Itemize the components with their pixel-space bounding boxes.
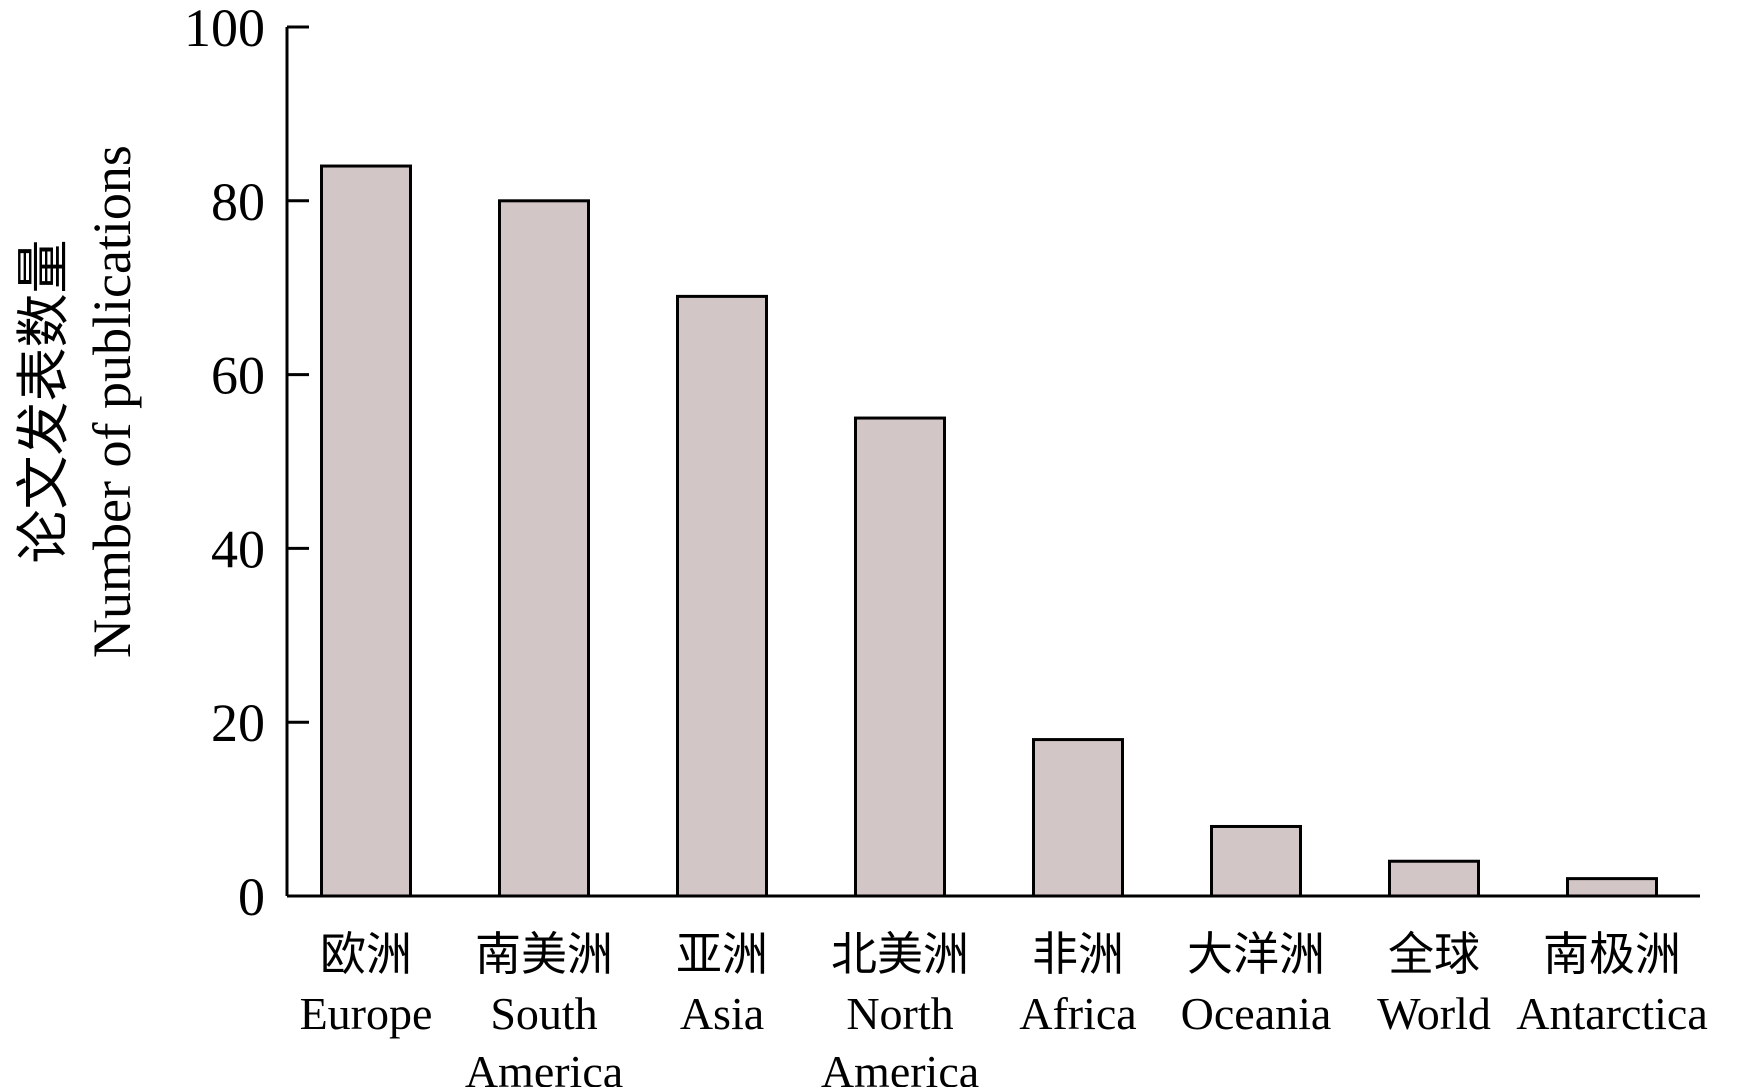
x-category-labels: 欧洲 Europe 南美洲 South America 亚洲 Asia 北美洲 North Ame… [300,929,1708,1087]
bar [320,164,412,898]
y-ticks-group: 0 20 40 60 80 100 [184,0,309,927]
x-category-label-en: America [465,1046,623,1087]
y-tick-label: 100 [184,0,265,58]
x-category-label-zh: 南美洲 [475,929,613,980]
bar [498,199,590,898]
bar [1388,859,1480,898]
x-category-label-en: Africa [1019,988,1136,1039]
y-tick-label: 80 [211,172,265,232]
x-category-label-en: South [490,988,597,1039]
y-axis-title-en: Number of publications [82,145,142,658]
y-tick-label: 20 [211,693,265,753]
y-axis-title: 论文发表数量 Number of publications [14,145,142,658]
bar [1566,877,1658,898]
bars-group [320,164,1658,898]
x-category-label-zh: 南极洲 [1543,929,1681,980]
bar [854,416,946,898]
bar [1032,738,1124,898]
x-category-label-zh: 全球 [1388,929,1480,980]
y-tick-label: 0 [238,867,265,927]
x-category-label-zh: 北美洲 [831,929,969,980]
x-category-label-en: America [821,1046,979,1087]
x-category-label-en: World [1377,988,1491,1039]
bar [676,294,768,898]
x-category-label-en: Europe [300,988,433,1039]
y-tick-label: 60 [211,346,265,406]
x-category-label-en: Antarctica [1516,988,1708,1039]
y-axis-title-zh: 论文发表数量 [14,240,74,564]
x-category-label-zh: 欧洲 [320,929,412,980]
x-category-label-zh: 大洋洲 [1187,929,1325,980]
axes-group [285,27,1700,898]
bar [1210,824,1302,898]
x-category-label-zh: 亚洲 [676,929,768,980]
x-category-label-en: Asia [680,988,764,1039]
x-category-label-en: North [846,988,953,1039]
y-tick-label: 40 [211,519,265,579]
x-category-label-en: Oceania [1181,988,1332,1039]
x-category-label-zh: 非洲 [1032,929,1124,980]
